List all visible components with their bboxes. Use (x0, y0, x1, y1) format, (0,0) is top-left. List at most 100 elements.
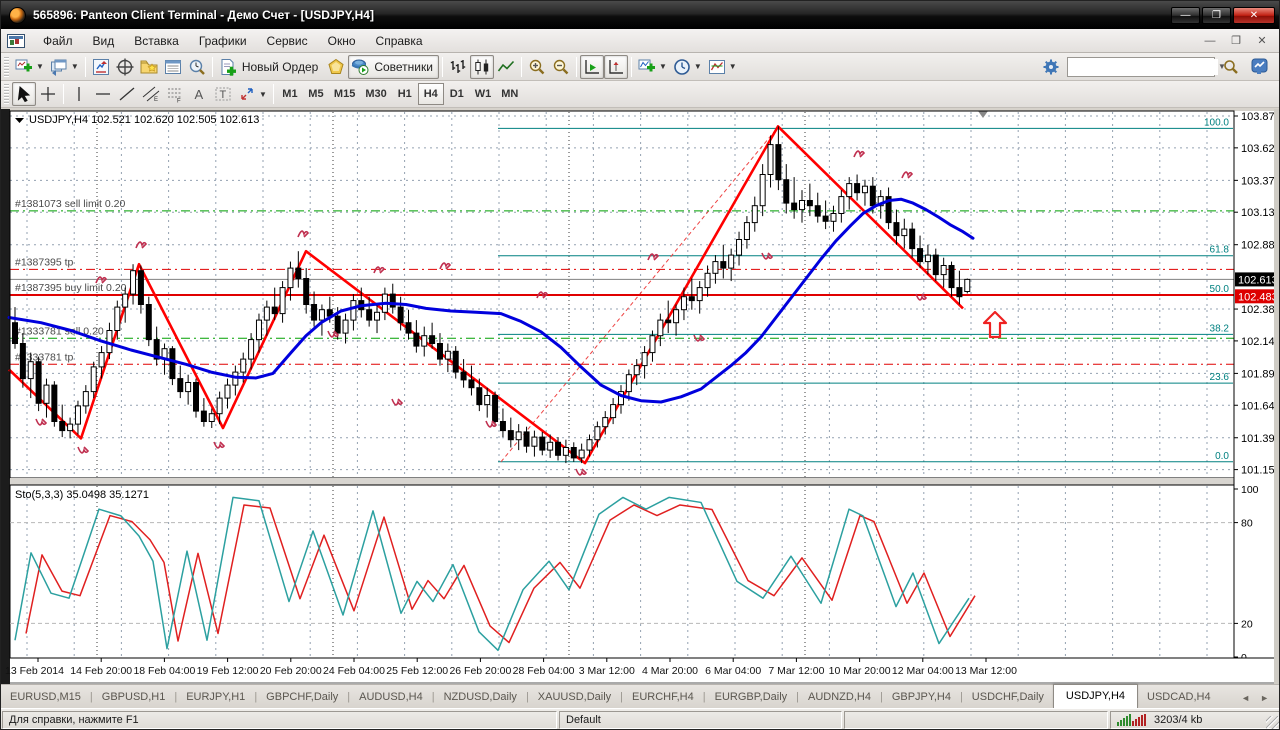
menu-графики[interactable]: Графики (189, 31, 257, 51)
mdi-close-button[interactable]: ✕ (1251, 32, 1273, 50)
chart-tab-usdchf[interactable]: USDCHF,Daily (963, 687, 1053, 708)
menu-окно[interactable]: Окно (318, 31, 366, 51)
chart-tab-usdcad[interactable]: USDCAD,H4 (1138, 687, 1220, 708)
settings-gear-icon[interactable] (1039, 55, 1063, 79)
channel-tool-button[interactable]: E (139, 82, 163, 106)
search-icon[interactable] (1219, 55, 1243, 79)
mdi-minimize-button[interactable]: — (1199, 32, 1221, 50)
timeframe-m15-button[interactable]: M15 (329, 83, 360, 105)
profiles-button[interactable]: ▼ (47, 55, 82, 79)
expert-advisors-button[interactable]: Советники (348, 55, 439, 79)
chart-shift-button[interactable] (604, 55, 628, 79)
text-label-icon: T (214, 85, 232, 103)
chart-tab-xauusd[interactable]: XAUUSD,Daily (529, 687, 620, 708)
vline-tool-button[interactable] (67, 82, 91, 106)
menu-файл[interactable]: Файл (33, 31, 83, 51)
zoom-in-button[interactable] (525, 55, 549, 79)
fibonacci-tool-button[interactable]: F (163, 82, 187, 106)
timeframe-h1-button[interactable]: H1 (392, 83, 418, 105)
timeframe-h4-button[interactable]: H4 (418, 83, 444, 105)
svg-text:80: 80 (1241, 518, 1253, 530)
strategy-tester-button[interactable] (185, 55, 209, 79)
chart-tab-eurjpy[interactable]: EURJPY,H1 (177, 687, 254, 708)
maximize-button[interactable]: ❐ (1202, 7, 1231, 24)
dropdown-arrow-icon[interactable]: ▼ (659, 62, 667, 71)
svg-text:#1387395 tp: #1387395 tp (15, 256, 74, 268)
trendline-tool-button[interactable] (115, 82, 139, 106)
metaeditor-button[interactable] (324, 55, 348, 79)
navigator-button[interactable] (137, 55, 161, 79)
chart-tab-audusd[interactable]: AUDUSD,H4 (350, 687, 432, 708)
chart-canvas[interactable]: 0.023.638.250.061.8100.0#1381073 sell li… (1, 109, 1280, 684)
resize-grip[interactable] (1266, 716, 1280, 730)
indicators-button[interactable]: ▼ (635, 55, 670, 79)
svg-text:14 Feb 20:00: 14 Feb 20:00 (70, 665, 132, 677)
periods-button[interactable]: ▼ (670, 55, 705, 79)
timeframe-mn-button[interactable]: MN (496, 83, 523, 105)
dropdown-arrow-icon[interactable]: ▼ (694, 62, 702, 71)
svg-text:13 Mar 12:00: 13 Mar 12:00 (955, 665, 1017, 677)
close-button[interactable]: ✕ (1233, 7, 1275, 24)
timeframe-m5-button[interactable]: M5 (303, 83, 329, 105)
dropdown-arrow-icon[interactable]: ▼ (259, 90, 267, 99)
svg-text:13 Feb 2014: 13 Feb 2014 (5, 665, 64, 677)
svg-text:102.483: 102.483 (1238, 291, 1278, 303)
toolbar-separator (442, 57, 443, 77)
chart-candles-icon (473, 58, 491, 76)
dropdown-arrow-icon[interactable]: ▼ (71, 62, 79, 71)
menu-вид[interactable]: Вид (83, 31, 125, 51)
search-input[interactable] (1068, 59, 1218, 75)
chart-candles-button[interactable] (470, 55, 494, 79)
standard-toolbar: ▼▼Новый ОрдерСоветники▼▼▼ ▼ (1, 53, 1280, 81)
auto-scroll-button[interactable] (580, 55, 604, 79)
arrows-tool-button[interactable]: ▼ (235, 82, 270, 106)
hline-tool-button[interactable] (91, 82, 115, 106)
svg-text:50.0: 50.0 (1210, 284, 1230, 295)
new-chart-icon (15, 58, 33, 76)
status-empty-panel (844, 711, 1108, 729)
terminal-button[interactable] (161, 55, 185, 79)
timeframe-d1-button[interactable]: D1 (444, 83, 470, 105)
text-tool-button[interactable]: A (187, 82, 211, 106)
chart-tab-gbpchf[interactable]: GBPCHF,Daily (257, 687, 347, 708)
templates-button[interactable]: ▼ (705, 55, 740, 79)
chart-tab-gbpusd[interactable]: GBPUSD,H1 (93, 687, 175, 708)
menu-справка[interactable]: Справка (366, 31, 433, 51)
profiles-icon (50, 58, 68, 76)
status-profile[interactable]: Default (559, 711, 842, 729)
timeframe-m30-button[interactable]: M30 (360, 83, 391, 105)
dropdown-arrow-icon[interactable]: ▼ (36, 62, 44, 71)
chart-tab-usdjpy[interactable]: USDJPY,H4 (1053, 684, 1138, 708)
market-watch-button[interactable] (89, 55, 113, 79)
minimize-button[interactable]: — (1171, 7, 1200, 24)
mdi-restore-button[interactable]: ❐ (1225, 32, 1247, 50)
toolbar-separator (631, 57, 632, 77)
text-label-tool-button[interactable]: T (211, 82, 235, 106)
menu-сервис[interactable]: Сервис (257, 31, 318, 51)
tab-scroll-left-icon[interactable]: ◄ (1241, 693, 1250, 703)
chart-child-icon[interactable] (7, 34, 25, 48)
toolbar-grip[interactable] (4, 84, 9, 104)
svg-text:F: F (177, 99, 181, 104)
chart-tab-eurusd[interactable]: EURUSD,M15 (1, 687, 90, 708)
toolbar-grip[interactable] (4, 57, 9, 77)
chart-bars-button[interactable] (446, 55, 470, 79)
chart-line-button[interactable] (494, 55, 518, 79)
community-icon[interactable] (1247, 55, 1271, 79)
chart-tab-eurgbp[interactable]: EURGBP,Daily (706, 687, 797, 708)
data-window-button[interactable] (113, 55, 137, 79)
timeframe-w1-button[interactable]: W1 (470, 83, 497, 105)
chart-tab-audnzd[interactable]: AUDNZD,H4 (799, 687, 880, 708)
chart-tab-nzdusd[interactable]: NZDUSD,Daily (435, 687, 526, 708)
chart-tab-eurchf[interactable]: EURCHF,H4 (623, 687, 703, 708)
tab-scroll-right-icon[interactable]: ► (1260, 693, 1269, 703)
zoom-out-button[interactable] (549, 55, 573, 79)
cursor-tool-button[interactable] (12, 82, 36, 106)
new-order-button[interactable]: Новый Ордер (216, 55, 324, 79)
menu-вставка[interactable]: Вставка (124, 31, 189, 51)
new-chart-button[interactable]: ▼ (12, 55, 47, 79)
chart-tab-gbpjpy[interactable]: GBPJPY,H4 (883, 687, 960, 708)
dropdown-arrow-icon[interactable]: ▼ (729, 62, 737, 71)
timeframe-m1-button[interactable]: M1 (277, 83, 303, 105)
crosshair-tool-button[interactable] (36, 82, 60, 106)
